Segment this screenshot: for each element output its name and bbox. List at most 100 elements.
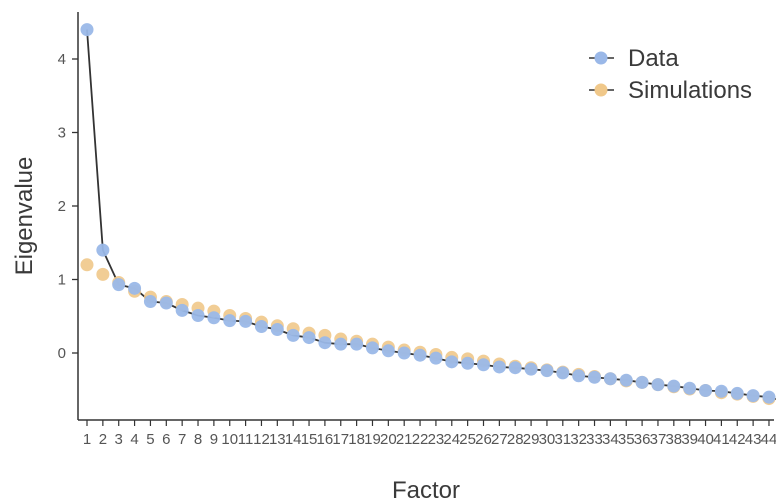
data-point bbox=[445, 355, 459, 369]
x-tick-label: 12 bbox=[253, 431, 270, 448]
data-point bbox=[112, 278, 126, 292]
x-tick-label: 39 bbox=[681, 431, 698, 448]
data-point bbox=[588, 370, 602, 384]
x-tick-label: 24 bbox=[443, 431, 460, 448]
data-point bbox=[762, 390, 776, 404]
simulations-point bbox=[96, 267, 110, 281]
x-tick-label: 4 bbox=[130, 431, 138, 448]
x-tick-label: 22 bbox=[412, 431, 429, 448]
y-axis-ticks: 0 1 2 3 4 bbox=[58, 51, 78, 362]
data-point bbox=[239, 314, 253, 328]
data-point bbox=[651, 378, 665, 392]
data-point bbox=[397, 346, 411, 360]
data-point bbox=[302, 331, 316, 345]
data-point bbox=[381, 344, 395, 358]
x-tick-label: 35 bbox=[618, 431, 635, 448]
data-point bbox=[429, 351, 443, 365]
x-tick-label: 25 bbox=[459, 431, 476, 448]
data-point bbox=[683, 381, 697, 395]
y-tick-label: 0 bbox=[58, 345, 66, 362]
data-point bbox=[191, 309, 205, 323]
data-point bbox=[699, 383, 713, 397]
x-tick-label: 26 bbox=[475, 431, 492, 448]
data-point bbox=[175, 303, 189, 317]
data-point bbox=[477, 358, 490, 372]
data-point bbox=[365, 341, 379, 355]
x-tick-label: 27 bbox=[491, 431, 508, 448]
x-tick-label: 2 bbox=[99, 431, 107, 448]
simulations-point bbox=[80, 258, 94, 272]
x-tick-label: 9 bbox=[210, 431, 218, 448]
data-point bbox=[667, 379, 681, 393]
x-tick-label: 34 bbox=[602, 431, 619, 448]
data-point bbox=[96, 243, 110, 257]
x-tick-label: 10 bbox=[221, 431, 238, 448]
data-point bbox=[334, 337, 348, 351]
legend-item-simulations: Simulations bbox=[589, 77, 752, 104]
legend-data-marker bbox=[594, 51, 608, 65]
data-point bbox=[619, 373, 633, 387]
data-point bbox=[223, 314, 237, 328]
legend: Data Simulations bbox=[589, 45, 752, 104]
x-tick-label: 38 bbox=[665, 431, 682, 448]
data-point bbox=[128, 281, 142, 295]
y-tick-label: 1 bbox=[58, 272, 66, 289]
x-tick-label: 43 bbox=[745, 431, 762, 448]
x-tick-label: 33 bbox=[586, 431, 603, 448]
data-point bbox=[461, 356, 475, 370]
y-tick-label: 2 bbox=[58, 198, 66, 215]
x-tick-label: 30 bbox=[539, 431, 556, 448]
x-tick-label: 41 bbox=[713, 431, 730, 448]
data-point bbox=[254, 320, 268, 334]
x-tick-label: 21 bbox=[396, 431, 413, 448]
data-point bbox=[635, 375, 649, 389]
data-point bbox=[746, 389, 760, 403]
data-point bbox=[270, 322, 284, 336]
data-point bbox=[318, 336, 332, 350]
x-tick-label: 31 bbox=[554, 431, 571, 448]
x-tick-label: 11 bbox=[238, 431, 254, 448]
x-tick-label: 19 bbox=[364, 431, 381, 448]
x-tick-label: 1 bbox=[83, 431, 91, 448]
data-point bbox=[286, 328, 300, 342]
x-tick-label: 40 bbox=[697, 431, 714, 448]
data-point bbox=[143, 295, 157, 309]
x-tick-label: 5 bbox=[146, 431, 154, 448]
y-tick-label: 4 bbox=[58, 51, 66, 68]
data-points bbox=[80, 23, 776, 404]
x-tick-label: 15 bbox=[301, 431, 318, 448]
x-tick-label: 7 bbox=[178, 431, 186, 448]
data-point bbox=[80, 23, 94, 37]
x-tick-label: 23 bbox=[428, 431, 445, 448]
y-axis-title: Eigenvalue bbox=[11, 157, 38, 276]
y-tick-label: 3 bbox=[58, 125, 66, 142]
legend-simulations-marker bbox=[594, 83, 608, 97]
x-axis-title: Factor bbox=[392, 477, 460, 504]
data-point bbox=[556, 366, 570, 380]
x-tick-label: 6 bbox=[162, 431, 170, 448]
x-tick-label: 42 bbox=[729, 431, 746, 448]
data-point bbox=[492, 360, 506, 374]
data-point bbox=[524, 362, 538, 376]
x-tick-label: 32 bbox=[570, 431, 587, 448]
data-point bbox=[603, 372, 617, 386]
data-point bbox=[540, 364, 554, 378]
data-point bbox=[730, 386, 744, 400]
x-tick-label: 16 bbox=[317, 431, 334, 448]
x-tick-label: 14 bbox=[285, 431, 302, 448]
data-point bbox=[714, 384, 728, 398]
x-tick-label: 8 bbox=[194, 431, 202, 448]
x-tick-label: 28 bbox=[507, 431, 524, 448]
x-tick-label: 3 bbox=[115, 431, 123, 448]
x-tick-label: 20 bbox=[380, 431, 397, 448]
x-tick-label: 37 bbox=[650, 431, 667, 448]
legend-data-label: Data bbox=[628, 45, 679, 72]
data-point bbox=[350, 337, 364, 351]
data-point bbox=[207, 311, 221, 325]
data-point bbox=[413, 348, 427, 362]
x-tick-label: 18 bbox=[348, 431, 365, 448]
x-axis-ticks: 1 2 3 4 5 6 7 8 9 10 11 12 13 14 15 16 17 18 19 20 21 22 23 24 2… bbox=[83, 420, 776, 448]
x-tick-label: 36 bbox=[634, 431, 651, 448]
legend-item-data: Data bbox=[589, 45, 679, 72]
